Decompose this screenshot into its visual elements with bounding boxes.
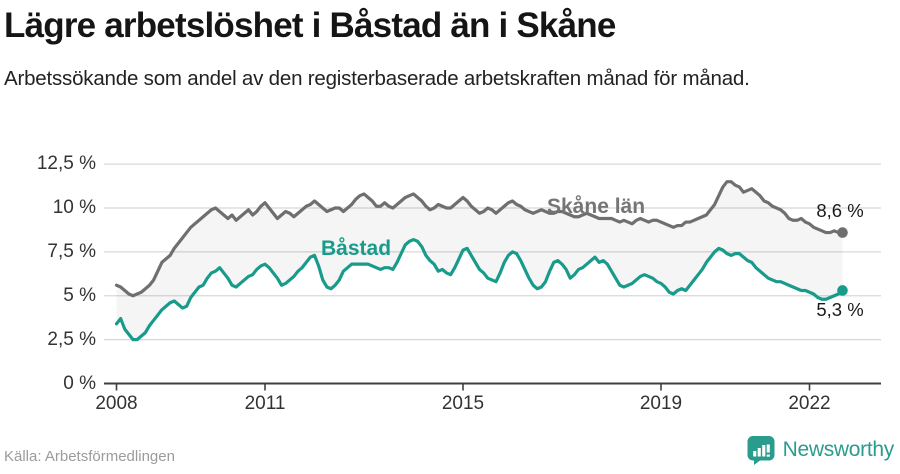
newsworthy-logo[interactable]: Newsworthy [746,435,894,465]
y-tick-label: 7,5 % [47,240,96,262]
series-line-skane [114,180,845,298]
brand-name: Newsworthy [782,438,895,461]
between-series-area [116,181,843,340]
y-tick-label: 12,5 % [36,153,96,175]
page-subtitle: Arbetssökande som andel av den registerb… [4,67,750,90]
x-tick-label: 2008 [95,392,138,414]
series-label-bastad: Båstad [321,237,392,260]
x-tick-label: 2019 [639,392,683,414]
series-label-skane: Skåne län [547,195,646,218]
x-tick-label: 2022 [788,392,831,414]
y-tick-label: 2,5 % [47,328,96,350]
end-value-skane: 8,6 % [816,200,864,221]
end-value-bastad: 5,3 % [816,299,864,320]
series-line-bastad [114,237,845,342]
y-tick-label: 5 % [63,284,96,306]
series-end-dot-skane [837,227,848,238]
page-title: Lägre arbetslöshet i Båstad än i Skåne [4,6,616,45]
source-note: Källa: Arbetsförmedlingen [4,448,175,465]
series-end-dot-bastad [837,285,848,296]
x-tick-label: 2011 [244,392,286,414]
newsworthy-icon [747,436,775,465]
y-tick-label: 0 % [63,372,96,394]
x-tick-label: 2015 [441,392,485,414]
y-tick-label: 10 % [52,197,96,218]
